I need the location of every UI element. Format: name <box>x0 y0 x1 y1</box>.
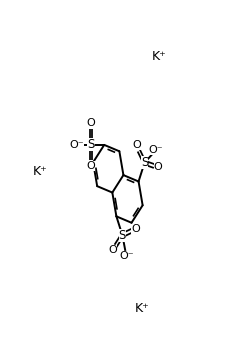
Text: K⁺: K⁺ <box>151 50 166 63</box>
Text: S: S <box>140 156 148 169</box>
Text: K⁺: K⁺ <box>134 302 149 315</box>
Text: S: S <box>87 138 94 151</box>
Text: K⁺: K⁺ <box>33 165 47 178</box>
Text: S: S <box>118 229 125 242</box>
Text: O: O <box>86 162 95 171</box>
Text: O: O <box>131 141 140 150</box>
Text: O: O <box>131 224 139 234</box>
Text: O⁻: O⁻ <box>69 140 84 150</box>
Text: O: O <box>86 118 95 128</box>
Text: O⁻: O⁻ <box>148 145 162 155</box>
Text: O⁻: O⁻ <box>118 251 133 261</box>
Text: O: O <box>108 245 117 256</box>
Text: O: O <box>153 162 162 173</box>
